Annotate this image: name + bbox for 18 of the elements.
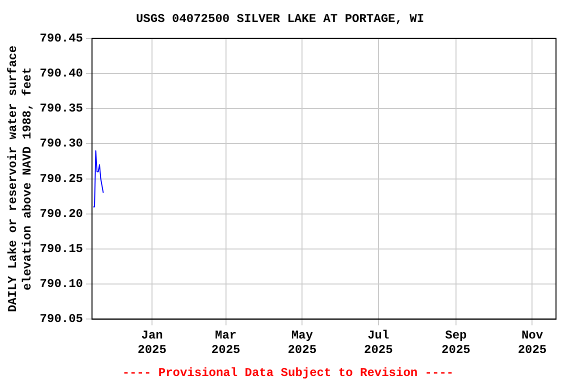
chart-title: USGS 04072500 SILVER LAKE AT PORTAGE, WI xyxy=(136,12,424,26)
y-tick-label: 790.05 xyxy=(40,312,84,326)
x-tick-label: Mar 2025 xyxy=(211,328,240,357)
x-tick-label: Nov 2025 xyxy=(518,328,547,357)
y-tick-label: 790.40 xyxy=(40,66,84,81)
y-tick-label: 790.15 xyxy=(40,242,84,256)
y-axis-title: DAILY Lake or reservoir water surface elevation above NAVD 1988, feet xyxy=(6,46,35,312)
y-tick-label: 790.25 xyxy=(40,172,84,186)
y-tick-label: 790.35 xyxy=(40,102,84,116)
x-tick-label: Jan 2025 xyxy=(138,328,166,357)
y-tick-label: 790.20 xyxy=(40,206,84,221)
x-tick-label: May 2025 xyxy=(288,328,317,357)
x-tick-label: Sep 2025 xyxy=(442,328,470,357)
y-tick-label: 790.10 xyxy=(40,277,84,292)
x-tick-label: Jul 2025 xyxy=(364,328,393,357)
text: ---- Provisional Data Subject to Revision ---- xyxy=(121,366,455,380)
y-tick-label: 790.30 xyxy=(40,136,84,151)
y-tick-label: 790.45 xyxy=(40,31,84,46)
